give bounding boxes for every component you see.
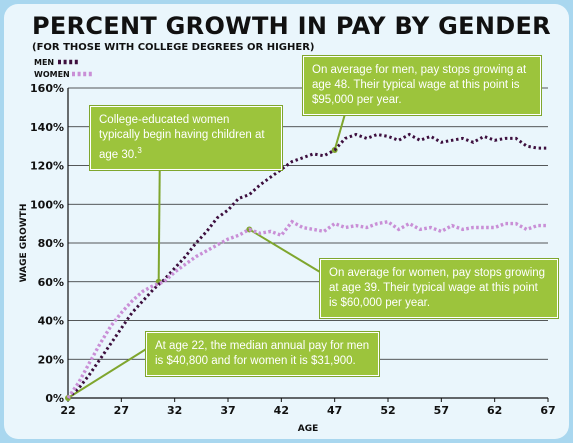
x-axis-label: AGE — [298, 424, 319, 434]
legend-label: WOMEN — [34, 70, 70, 79]
tick-labels: 0% 20% 40% 60% 80% 100% 120% 140% 160% 22 27 32 37 42… — [30, 82, 556, 417]
series-line-men — [66, 132, 548, 400]
annotation-text: At age 22, the median annual pay for men… — [155, 340, 370, 367]
y-tick-label: 100% — [30, 198, 64, 211]
annotation-connector — [248, 228, 321, 273]
y-tick-label: 140% — [30, 121, 64, 134]
chart-panel: PERCENT GROWTH IN PAY BY GENDER (FOR THO… — [4, 4, 569, 439]
annotation-men-plateau: On average for men, pay stops growing at… — [303, 56, 541, 115]
x-tick-label: 57 — [434, 404, 449, 417]
legend-label: MEN — [34, 58, 54, 67]
x-tick-label: 32 — [167, 404, 182, 417]
annotation-text: On average for men, pay stops growing at… — [312, 64, 527, 106]
chart-title: PERCENT GROWTH IN PAY BY GENDER — [32, 12, 551, 40]
series-line-women — [66, 219, 548, 399]
annotation-children-age: College-educated women typically begin h… — [90, 106, 282, 170]
y-tick-label: 40% — [38, 315, 64, 328]
x-tick-label: 27 — [114, 404, 129, 417]
x-tick-label: 47 — [327, 404, 342, 417]
y-tick-label: 0% — [45, 392, 64, 405]
y-tick-label: 160% — [30, 82, 64, 95]
y-axis-label: WAGE GROWTH — [19, 204, 29, 283]
y-tick-label: 60% — [38, 276, 64, 289]
chart-subtitle: (FOR THOSE WITH COLLEGE DEGREES OR HIGHE… — [32, 42, 315, 53]
x-tick-label: 67 — [540, 404, 555, 417]
annotation-women-plateau: On average for women, pay stops growing … — [320, 259, 558, 318]
series-group — [66, 132, 548, 400]
x-tick-label: 37 — [220, 404, 235, 417]
annotation-text: College-educated women typically begin h… — [99, 114, 265, 161]
x-tick-label: 22 — [60, 404, 75, 417]
footnote-marker: 3 — [137, 146, 142, 155]
y-tick-label: 120% — [30, 160, 64, 173]
annotation-text: On average for women, pay stops growing … — [329, 267, 546, 309]
annotation-connector — [67, 345, 152, 399]
x-tick-label: 52 — [380, 404, 395, 417]
legend: MEN WOMEN — [34, 58, 92, 79]
x-tick-label: 42 — [274, 404, 289, 417]
annotation-starting-pay: At age 22, the median annual pay for men… — [146, 332, 379, 376]
x-tick-label: 62 — [487, 404, 502, 417]
y-tick-label: 20% — [38, 353, 64, 366]
y-tick-label: 80% — [38, 237, 64, 250]
